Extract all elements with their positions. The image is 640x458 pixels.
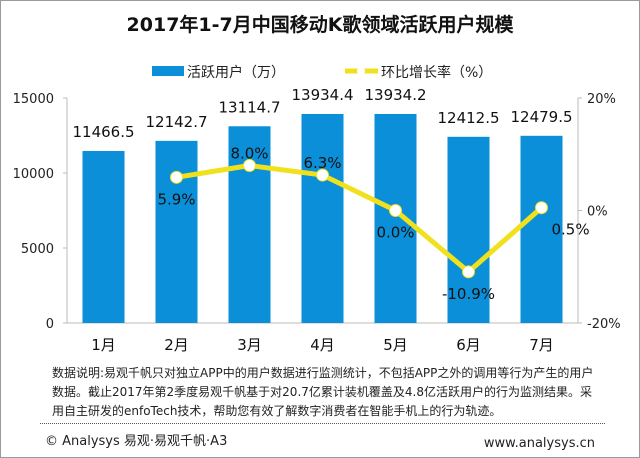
- legend-bar-label: 活跃用户（万）: [187, 64, 285, 81]
- right-tick-label: -20%: [587, 317, 621, 332]
- bar-4月: [301, 113, 344, 323]
- left-tick-label: 5000: [21, 242, 54, 257]
- bar-value-label: 13934.2: [364, 86, 426, 104]
- bar-value-label: 13114.7: [218, 98, 280, 116]
- legend-line-label: 环比增长率（%）: [381, 64, 492, 81]
- growth-rate-label: 6.3%: [303, 154, 341, 172]
- growth-rate-line: [176, 163, 544, 275]
- x-tick-label: 5月: [383, 336, 408, 354]
- left-tick-label: 0: [46, 317, 54, 332]
- growth-rate-label: 0.5%: [552, 221, 590, 239]
- growth-rate-label: 0.0%: [376, 224, 414, 242]
- x-tick-label: 2月: [164, 336, 189, 354]
- growth-rate-point: [170, 170, 183, 184]
- legend-bar-swatch: [152, 66, 184, 76]
- bar-5月: [374, 113, 417, 323]
- chart-svg: 活跃用户（万） 环比增长率（%） 0 5000 10000 15000 -20% 0% 20% 1…: [13, 64, 621, 354]
- x-tick-label: 1月: [91, 336, 116, 354]
- left-tick-label: 15000: [13, 92, 54, 107]
- bar-value-label: 12142.7: [145, 113, 207, 131]
- right-tick-label: 0%: [587, 205, 608, 220]
- bar-7月: [520, 135, 563, 323]
- bar-6月: [447, 136, 490, 323]
- bar-1月: [82, 151, 125, 323]
- right-tick-label: 20%: [587, 92, 616, 107]
- growth-rate-point: [316, 168, 329, 182]
- divider: [40, 423, 605, 424]
- copyright: © Analysys 易观·易观千帆·A3: [45, 434, 228, 449]
- x-tick-label: 6月: [456, 336, 481, 354]
- x-tick-label: 4月: [310, 336, 335, 354]
- bar-value-label: 12479.5: [510, 108, 572, 126]
- bar-value-label: 11466.5: [72, 123, 134, 141]
- bar-2月: [155, 140, 198, 323]
- x-tick-label: 7月: [529, 336, 554, 354]
- growth-rate-point: [462, 265, 475, 279]
- bar-value-label: 12412.5: [437, 109, 499, 127]
- growth-rate-label: 8.0%: [230, 145, 268, 163]
- left-tick-label: 10000: [13, 167, 54, 182]
- x-tick-label: 3月: [237, 336, 262, 354]
- growth-rate-point: [535, 201, 548, 215]
- chart-title: 2017年1-7月中国移动K歌领域活跃用户规模: [126, 14, 514, 36]
- growth-rate-point: [243, 159, 256, 172]
- growth-rate-point: [389, 204, 402, 217]
- growth-rate-label: 5.9%: [157, 190, 195, 208]
- bar-value-label: 13934.4: [291, 86, 353, 104]
- growth-rate-label: -10.9%: [442, 285, 495, 303]
- legend-line-marker: [357, 67, 365, 75]
- data-note: 数据说明:易观千帆只对独立APP中的用户数据进行监测统计，不包括APP之外的调用…: [52, 366, 594, 418]
- website-url: www.analysys.cn: [483, 436, 595, 451]
